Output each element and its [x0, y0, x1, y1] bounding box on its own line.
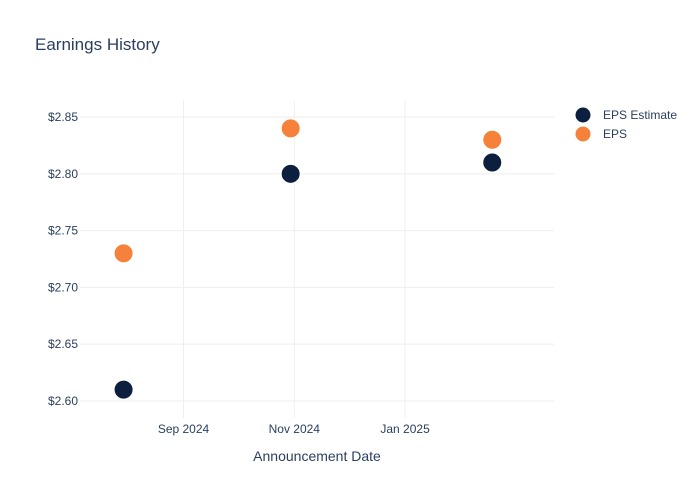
y-tick-label: $2.65 — [48, 337, 78, 351]
eps-estimate-point[interactable] — [280, 163, 301, 184]
y-tick-label: $2.80 — [48, 167, 78, 181]
eps-estimate-point[interactable] — [113, 379, 134, 400]
eps-point[interactable] — [280, 118, 301, 139]
x-tick-label: Nov 2024 — [269, 422, 321, 436]
legend-label: EPS — [603, 127, 627, 141]
x-tick-label: Sep 2024 — [158, 422, 210, 436]
y-tick-label: $2.85 — [48, 110, 78, 124]
y-tick-label: $2.75 — [48, 224, 78, 238]
y-tick-label: $2.70 — [48, 280, 78, 294]
chart-title: Earnings History — [35, 35, 160, 54]
legend-label: EPS Estimate — [603, 108, 677, 122]
x-tick-label: Jan 2025 — [380, 422, 430, 436]
y-axis-ticks: $2.60 $2.65 $2.70 $2.75 $2.80 $2.85 — [48, 110, 78, 408]
legend-marker — [575, 126, 591, 142]
grid-layer — [80, 100, 554, 418]
data-points — [113, 118, 503, 400]
eps-point[interactable] — [113, 243, 134, 264]
legend: EPS Estimate EPS — [575, 107, 678, 142]
x-axis-title: Announcement Date — [253, 448, 381, 464]
legend-item-eps[interactable]: EPS — [575, 126, 628, 142]
eps-estimate-point[interactable] — [482, 152, 503, 173]
x-axis-ticks: Sep 2024 Nov 2024 Jan 2025 — [158, 422, 430, 436]
y-tick-label: $2.60 — [48, 394, 78, 408]
eps-point[interactable] — [482, 129, 503, 150]
legend-marker — [575, 107, 591, 123]
legend-item-eps-estimate[interactable]: EPS Estimate — [575, 107, 678, 123]
